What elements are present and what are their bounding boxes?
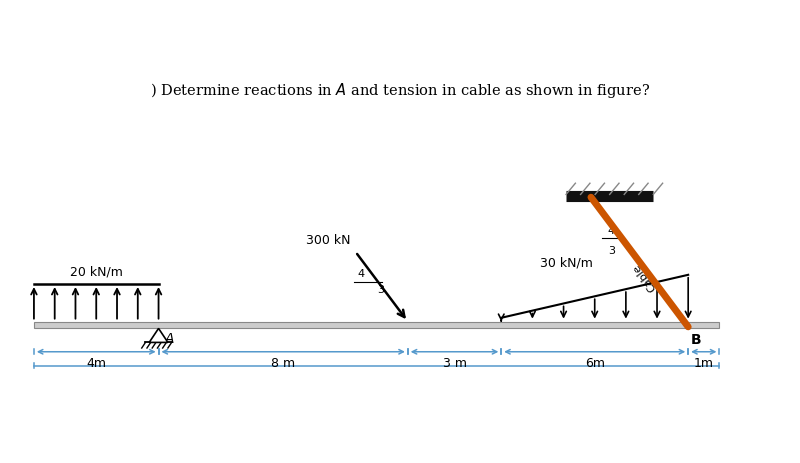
Text: 3 m: 3 m	[442, 357, 466, 370]
Text: 4: 4	[608, 226, 614, 236]
Text: 300 kN: 300 kN	[306, 234, 350, 247]
Text: 6m: 6m	[585, 357, 605, 370]
Text: ) Determine reactions in $\mathit{A}$ and tension in cable as shown in figure?: ) Determine reactions in $\mathit{A}$ an…	[150, 81, 650, 100]
FancyBboxPatch shape	[34, 321, 719, 328]
Text: 4m: 4m	[86, 357, 106, 370]
Text: A: A	[165, 332, 174, 346]
Text: 1m: 1m	[694, 357, 714, 370]
Text: 8 m: 8 m	[271, 357, 295, 370]
Text: 3: 3	[608, 245, 614, 256]
Text: 3: 3	[377, 285, 384, 295]
Text: B: B	[690, 333, 702, 347]
Text: Cable: Cable	[630, 262, 658, 293]
Text: 30 kN/m: 30 kN/m	[540, 256, 593, 269]
Text: 4: 4	[358, 269, 365, 279]
Polygon shape	[150, 328, 168, 343]
Text: 20 kN/m: 20 kN/m	[70, 266, 122, 279]
